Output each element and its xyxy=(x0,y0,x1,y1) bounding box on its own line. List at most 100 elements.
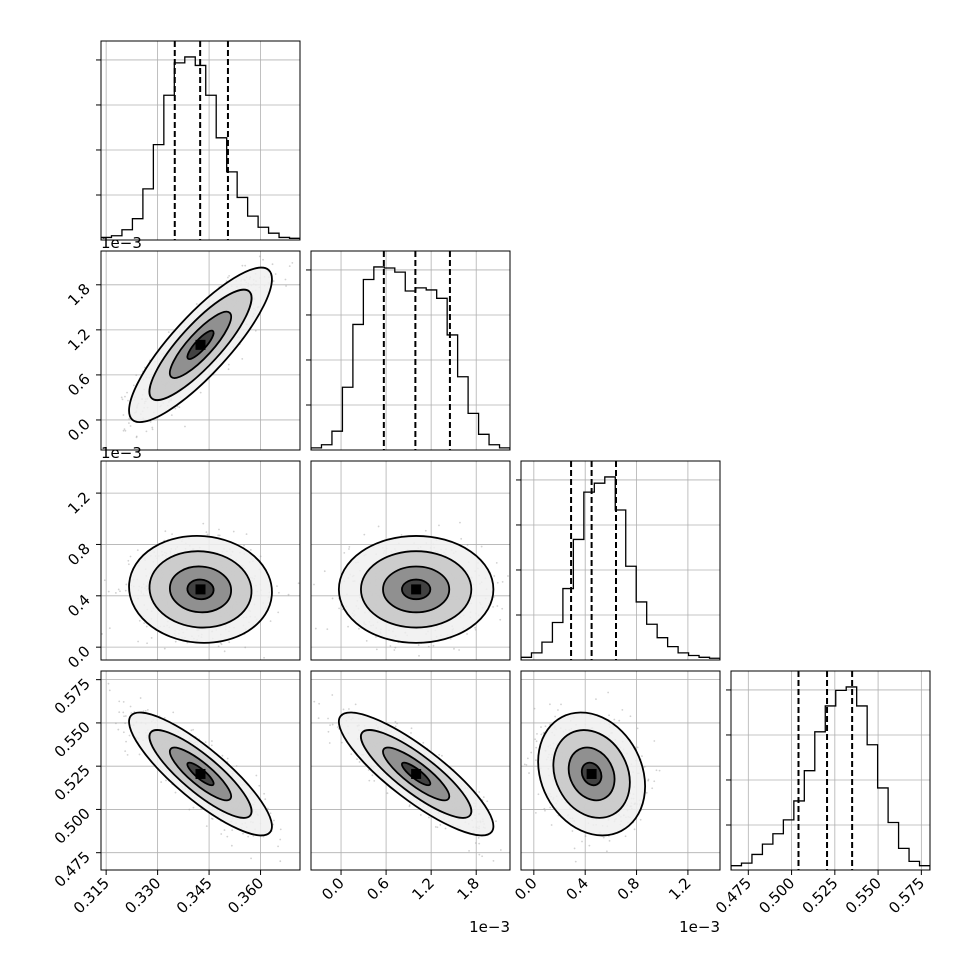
scatter-point xyxy=(138,619,141,622)
panel-frame xyxy=(100,460,301,661)
scatter-point xyxy=(350,753,353,755)
scatter-point xyxy=(211,818,214,820)
scatter-point xyxy=(119,590,121,593)
density-contours xyxy=(128,535,273,644)
scatter-point xyxy=(126,391,128,394)
scatter-point xyxy=(466,544,469,546)
scatter-point xyxy=(227,368,230,371)
scatter-point xyxy=(125,740,127,743)
scatter-point xyxy=(129,705,132,708)
scatter-point xyxy=(394,646,397,649)
scatter-point xyxy=(167,331,170,333)
scatter-point xyxy=(331,694,334,696)
scatter-point xyxy=(255,774,258,777)
scatter-point xyxy=(492,605,494,608)
scatter-point xyxy=(221,754,224,757)
scatter-point xyxy=(318,702,321,705)
scatter-point xyxy=(478,791,481,793)
scatter-point xyxy=(291,262,294,264)
scatter-point xyxy=(247,835,250,838)
scatter-point xyxy=(394,725,397,728)
scatter-point xyxy=(478,842,481,845)
scatter-point xyxy=(143,622,146,624)
panel-frame xyxy=(100,250,301,451)
scatter-point xyxy=(314,627,317,630)
scatter-point xyxy=(129,555,132,558)
y-tick-label: 0.475 xyxy=(51,848,94,891)
scatter-point xyxy=(138,753,141,756)
scatter-point xyxy=(124,589,127,592)
scatter-point xyxy=(363,533,366,536)
scatter-point xyxy=(160,781,163,783)
scatter-point xyxy=(523,841,525,843)
scatter-point xyxy=(313,700,316,703)
scatter-point xyxy=(228,274,231,277)
scatter-point xyxy=(228,641,231,644)
scatter-point xyxy=(150,636,153,639)
scatter-point xyxy=(336,726,339,728)
scatter-point xyxy=(493,575,496,577)
scatter-point xyxy=(262,258,264,261)
scatter-point xyxy=(124,395,126,398)
scatter-point xyxy=(636,746,639,749)
scatter-point xyxy=(144,710,147,712)
scatter-point xyxy=(277,591,280,594)
scatter-point xyxy=(135,435,138,438)
scatter-point xyxy=(269,620,272,623)
scatter-point xyxy=(460,537,463,540)
panel-frame xyxy=(310,250,511,451)
panel-frame xyxy=(520,460,721,661)
scatter-point xyxy=(468,850,470,852)
scatter-point xyxy=(343,552,346,554)
scatter-point xyxy=(394,720,397,723)
scatter-point xyxy=(613,718,616,721)
scatter-point xyxy=(101,633,103,635)
scatter-point xyxy=(277,845,279,848)
scatter-point xyxy=(139,697,142,699)
scatter-point xyxy=(348,708,350,710)
scatter-point xyxy=(128,734,131,737)
scatter-point xyxy=(226,835,229,838)
scatter-point xyxy=(130,712,133,714)
y-offset-label: 1e−3 xyxy=(101,444,142,462)
scatter-point xyxy=(174,791,177,794)
scatter-point xyxy=(439,823,442,826)
scatter-point xyxy=(393,649,396,651)
scatter-point xyxy=(495,562,498,564)
panel-frame xyxy=(100,40,301,241)
scatter-point xyxy=(438,753,441,756)
scatter-point xyxy=(588,844,591,847)
scatter-point xyxy=(249,548,252,551)
y-tick-label: 0.500 xyxy=(51,805,94,848)
scatter-point xyxy=(220,833,223,835)
density-peak xyxy=(411,768,422,779)
scatter-point xyxy=(408,805,411,808)
density-contours xyxy=(128,711,273,837)
scatter-point xyxy=(135,436,138,439)
panel-p0-p1: 0.00.61.21.81e−3 xyxy=(64,234,301,451)
scatter-point xyxy=(432,644,435,647)
scatter-point xyxy=(459,521,461,524)
scatter-point xyxy=(227,363,230,366)
scatter-point xyxy=(124,722,127,725)
scatter-point xyxy=(356,758,358,761)
scatter-point xyxy=(368,779,371,782)
scatter-point xyxy=(535,539,537,541)
density-contours xyxy=(128,266,273,424)
scatter-point xyxy=(199,391,202,394)
scatter-point xyxy=(259,555,262,558)
scatter-point xyxy=(641,755,643,758)
scatter-point xyxy=(271,263,274,266)
scatter-point xyxy=(279,860,282,863)
density-peak xyxy=(195,339,206,350)
scatter-point xyxy=(444,827,447,830)
scatter-point xyxy=(210,817,213,820)
scatter-point xyxy=(114,722,117,725)
scatter-point xyxy=(441,754,443,757)
scatter-point xyxy=(266,249,268,251)
scatter-point xyxy=(137,640,140,643)
scatter-point xyxy=(132,384,135,387)
scatter-point xyxy=(220,643,223,646)
scatter-point xyxy=(331,723,334,726)
scatter-point xyxy=(145,430,148,433)
